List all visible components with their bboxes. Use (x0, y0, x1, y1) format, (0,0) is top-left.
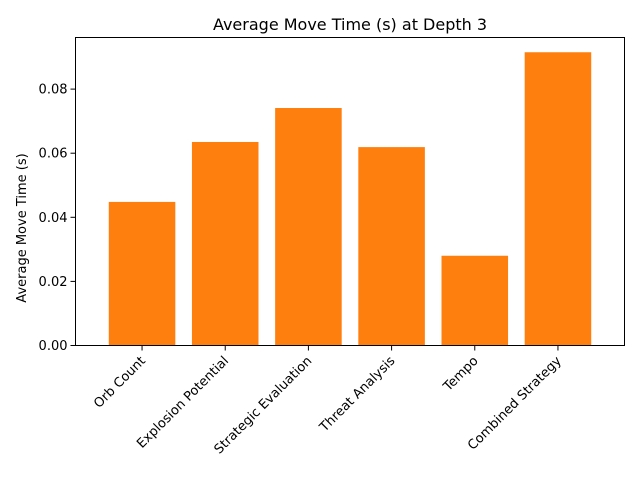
x-tick-label: Orb Count (91, 354, 149, 412)
bar-2 (275, 108, 342, 346)
x-tick-label: Explosion Potential (134, 354, 232, 452)
y-axis-title: Average Move Time (s) (15, 153, 30, 302)
bar-4 (441, 255, 509, 346)
x-tick-label: Combined Strategy (465, 354, 565, 454)
x-tick-label: Tempo (440, 354, 481, 395)
x-tick-label: Strategic Evaluation (212, 354, 316, 458)
bar-5 (524, 52, 592, 346)
y-tick-label: 0.04 (39, 211, 68, 226)
y-tick-label: 0.06 (39, 147, 68, 162)
plot-frame (75, 37, 625, 346)
y-tick-label: 0.00 (39, 339, 68, 354)
y-tick-label: 0.08 (39, 83, 68, 98)
bar-0 (108, 201, 176, 346)
chart-title: Average Move Time (s) at Depth 3 (213, 15, 487, 34)
bar-1 (191, 141, 259, 346)
y-tick-label: 0.02 (39, 275, 68, 290)
bar-3 (358, 147, 425, 346)
bars-layer (108, 52, 592, 346)
y-axis: 0.00 0.02 0.04 0.06 0.08 (39, 83, 76, 354)
x-tick-label: Threat Analysis (316, 354, 398, 436)
